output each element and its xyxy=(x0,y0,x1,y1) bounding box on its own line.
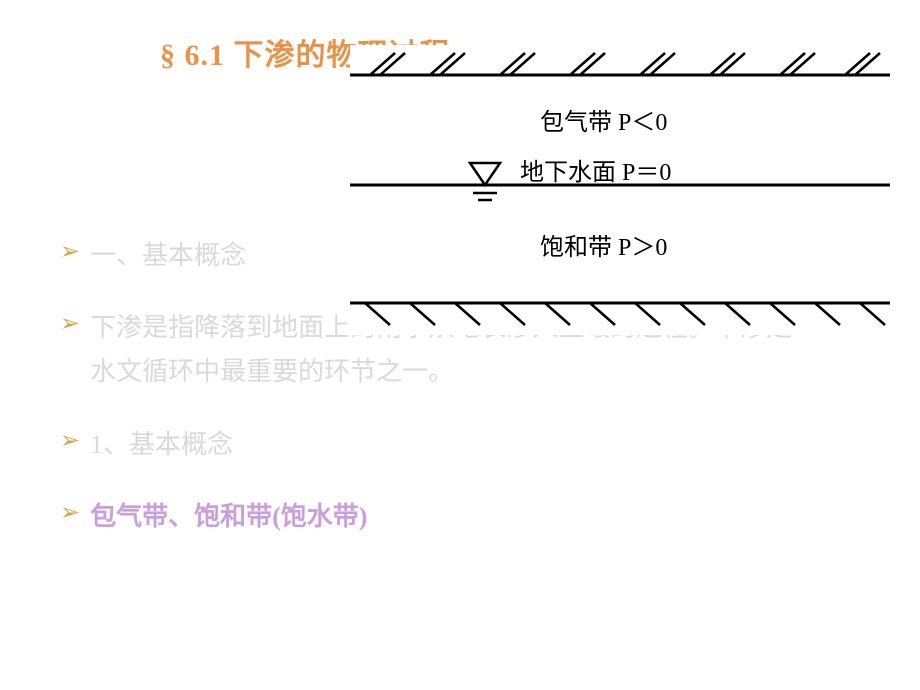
slide: § 6.1 下渗的物理过程 xyxy=(0,0,920,690)
bullet-text: 一、基本概念 xyxy=(90,234,246,278)
bullet-item: ➢ 1、基本概念 xyxy=(60,423,860,467)
bullet-text: 1、基本概念 xyxy=(90,423,233,467)
soil-zone-diagram: 包气带 P＜0 地下水面 P＝0 饱和带 P＞0 xyxy=(350,45,890,335)
bullet-arrow-icon: ➢ xyxy=(60,306,80,342)
bullet-item: ➢ 包气带、饱和带(饱水带) xyxy=(60,495,860,539)
zone1-label: 包气带 P＜0 xyxy=(540,109,667,136)
bullet-arrow-icon: ➢ xyxy=(60,234,80,270)
bullet-arrow-icon: ➢ xyxy=(60,423,80,459)
zone2-label: 饱和带 P＞0 xyxy=(540,234,667,261)
bullet-arrow-icon: ➢ xyxy=(60,495,80,531)
bullet-text-highlight: 包气带、饱和带(饱水带) xyxy=(90,495,367,539)
water-table-label: 地下水面 P＝0 xyxy=(520,159,671,186)
